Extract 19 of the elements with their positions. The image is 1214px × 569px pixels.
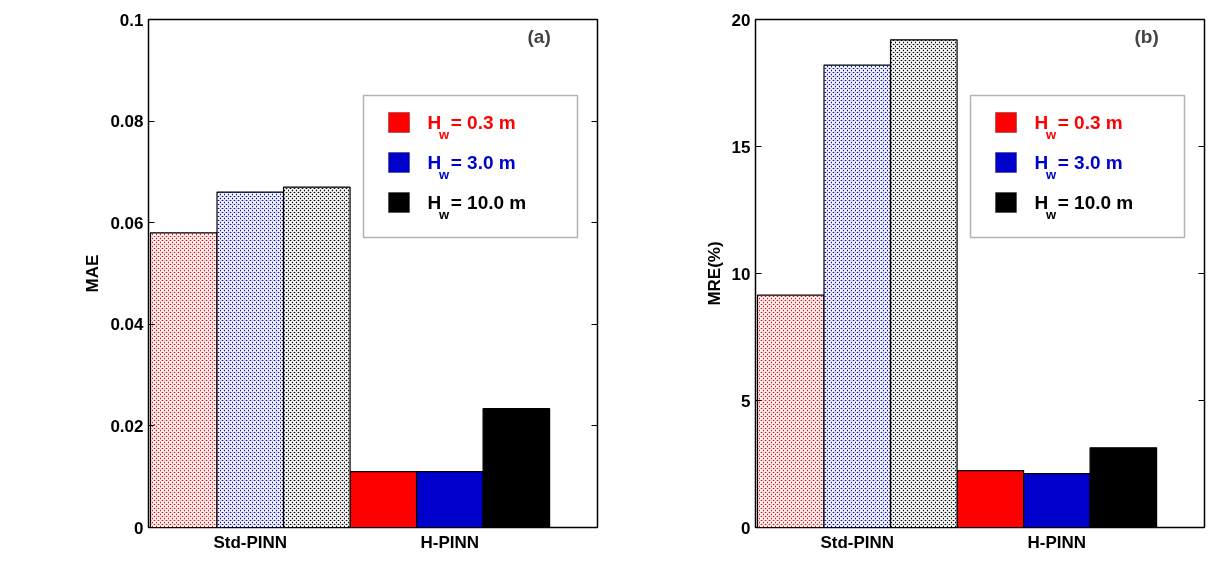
y-axis-title: MRE(%)	[704, 241, 724, 306]
y-tick-label: 0	[741, 518, 751, 538]
y-tick-label: 20	[731, 10, 751, 30]
x-tick-label: H-PINN	[420, 532, 480, 552]
annotation: (b)	[1134, 25, 1159, 47]
y-tick-label: 0.06	[110, 213, 144, 233]
y-axis-title: MAE	[83, 254, 103, 293]
y-tick-label: 0.08	[110, 112, 144, 132]
x-tick-label: Std-PINN	[213, 532, 288, 552]
y-tick-label: 0.04	[110, 315, 145, 335]
y-tick-label: 15	[731, 137, 751, 157]
x-tick-label: Std-PINN	[820, 532, 895, 552]
y-tick-label: 0.02	[110, 416, 144, 436]
y-tick-label: 0	[134, 518, 144, 538]
x-tick-label: H-PINN	[1027, 532, 1087, 552]
y-tick-label: 10	[731, 264, 751, 284]
y-tick-label: 0.1	[119, 10, 144, 30]
y-tick-label: 5	[741, 391, 751, 411]
annotation: (a)	[527, 25, 551, 47]
